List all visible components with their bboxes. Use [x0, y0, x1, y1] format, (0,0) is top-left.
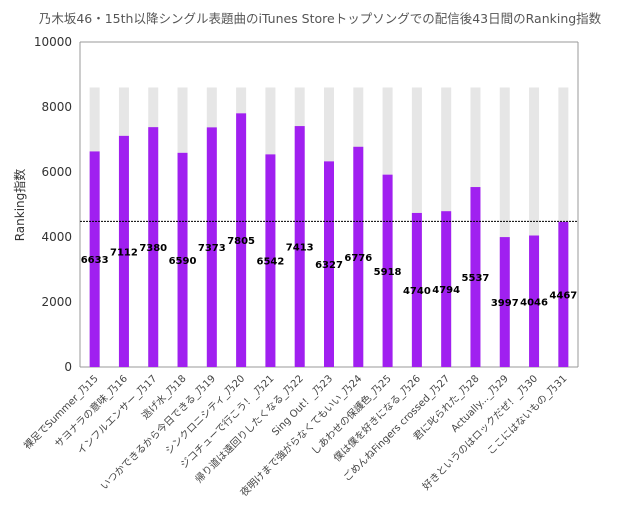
y-tick-label: 10000 — [34, 35, 72, 49]
data-label: 7413 — [286, 243, 314, 254]
data-label: 4046 — [520, 297, 548, 308]
data-label: 7380 — [139, 243, 167, 254]
x-axis-labels: 裸足でSummer_乃15サヨナラの意味_乃16インフルエンサー_乃17逃げ水_… — [21, 372, 570, 499]
data-label: 5537 — [462, 273, 490, 284]
y-axis-label: Ranking指数 — [12, 169, 27, 242]
bar — [353, 146, 364, 367]
background-bar — [529, 87, 540, 367]
data-label: 6542 — [256, 257, 284, 268]
bar — [206, 127, 217, 367]
bar — [236, 113, 247, 368]
data-label: 4740 — [403, 286, 431, 297]
bar — [470, 187, 481, 367]
bar — [324, 161, 334, 367]
bar — [265, 154, 276, 367]
x-tick-label: ごめんねFingers crossed_乃27 — [340, 372, 452, 484]
background-bar — [499, 87, 510, 367]
data-label: 7112 — [110, 247, 138, 258]
bar — [441, 211, 452, 367]
bar — [558, 221, 569, 367]
bar — [177, 152, 188, 367]
bar — [499, 237, 510, 367]
bar — [89, 151, 100, 367]
data-label: 7805 — [227, 236, 255, 247]
y-tick-label: 4000 — [41, 230, 72, 244]
data-label: 6590 — [169, 256, 197, 267]
data-label: 6327 — [315, 260, 343, 271]
y-tick-label: 2000 — [41, 295, 72, 309]
data-label: 6776 — [344, 253, 372, 264]
y-tick-label: 0 — [64, 360, 72, 374]
chart-title: 乃木坂46・15th以降シングル表題曲のiTunes Storeトップソングでの… — [38, 11, 602, 26]
bar — [118, 135, 129, 367]
bar — [411, 212, 422, 367]
data-bars — [89, 113, 569, 368]
data-label: 4467 — [549, 290, 577, 301]
y-tick-label: 8000 — [41, 100, 72, 114]
y-tick-label: 6000 — [41, 165, 72, 179]
bar — [529, 235, 540, 367]
data-label: 3997 — [491, 298, 519, 309]
bar — [382, 174, 393, 367]
data-label: 6633 — [81, 255, 109, 266]
data-label: 7373 — [198, 243, 226, 254]
y-axis-ticks: 0 2000 4000 6000 8000 10000 — [34, 35, 72, 374]
data-label: 4794 — [432, 285, 460, 296]
data-label: 5918 — [374, 267, 402, 278]
bar — [148, 127, 159, 368]
bar — [294, 126, 305, 367]
